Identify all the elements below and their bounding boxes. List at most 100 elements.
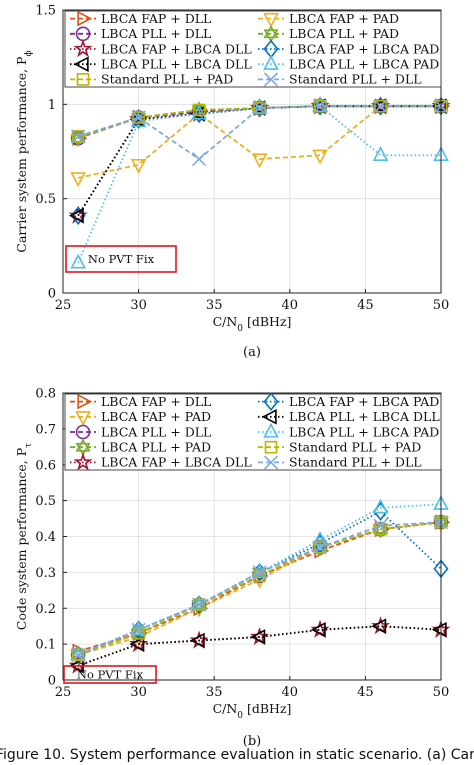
- legend-label-1: LBCA FAP + DLL: [101, 11, 211, 26]
- legend-label-8: LBCA PLL + LBCA PAD: [289, 57, 439, 72]
- data-point-s9-p1: [71, 648, 85, 662]
- legend-marker-2: [75, 411, 91, 426]
- series-group: [68, 96, 451, 269]
- legend-label-1: LBCA FAP + DLL: [101, 394, 211, 409]
- legend-marker-10: [263, 455, 279, 470]
- data-point-s9-p5: [313, 540, 327, 554]
- legend-label-4: LBCA PLL + PAD: [101, 440, 211, 455]
- x-tick-label: 30: [130, 685, 147, 700]
- data-point-s10-p3: [192, 597, 207, 612]
- annotation-text: No PVT Fix: [88, 252, 155, 266]
- legend-marker-10: [263, 72, 279, 87]
- y-tick-label: 0.5: [35, 494, 56, 509]
- series-group: [68, 495, 451, 674]
- legend-label-5: LBCA FAP + LBCA DLL: [101, 455, 252, 470]
- data-point-s9-p1: [71, 130, 85, 143]
- data-point-s7-p6: [371, 618, 387, 635]
- series-line-8: [77, 105, 441, 264]
- data-point-s10-p5: [312, 540, 328, 555]
- data-point-s7-p5: [310, 621, 326, 638]
- legend-marker-7: [73, 56, 89, 73]
- legend-label-9: Standard PLL + PAD: [101, 72, 233, 87]
- data-point-s10-p5: [312, 99, 328, 114]
- y-tick-label: 0.7: [35, 422, 56, 437]
- data-point-s9-p2: [132, 111, 145, 124]
- data-point-s7-p1: [68, 207, 84, 224]
- legend-label-2: LBCA FAP + PAD: [101, 409, 211, 424]
- data-point-s8-p6: [372, 146, 389, 161]
- y-tick-label: 0.3: [35, 566, 56, 581]
- panel-label: (a): [243, 345, 261, 360]
- data-point-s7-p3: [189, 632, 205, 649]
- data-point-s7-p2: [129, 636, 145, 652]
- legend-label-3: LBCA PLL + DLL: [101, 424, 211, 439]
- data-point-s10-p6: [373, 99, 388, 114]
- legend-marker-8: [263, 55, 279, 70]
- data-point-s7-p4: [250, 629, 266, 645]
- legend-label-5: LBCA FAP + LBCA DLL: [101, 41, 252, 56]
- data-point-s8-p5: [312, 530, 328, 546]
- y-tick-label: 0: [48, 287, 56, 302]
- data-point-s10-p4: [252, 101, 267, 116]
- data-point-s10-p6: [373, 518, 388, 533]
- legend-box: [64, 10, 442, 88]
- y-tick-label: 0.1: [35, 638, 56, 653]
- data-point-s2-p5: [312, 149, 328, 165]
- data-point-s9-p2: [132, 627, 145, 640]
- data-point-s10-p1: [71, 647, 86, 662]
- legend-marker-1: [77, 10, 93, 27]
- data-point-s8-p1: [70, 253, 86, 269]
- y-tick-label: 0.2: [35, 602, 56, 617]
- chart-b-code-performance: 25 30 35 40 45 50 0 0.1 0.2 0.3 0.4 0.5 0.6 0.7 0.8 C/N…: [14, 387, 451, 749]
- data-point-s8-p6: [372, 498, 389, 514]
- legend-marker-5: [73, 39, 93, 58]
- y-tick-label: 0.6: [35, 458, 56, 473]
- data-point-s10-p1: [71, 129, 86, 144]
- annotation-box: [65, 245, 177, 273]
- data-point-s10-p3: [192, 151, 207, 167]
- data-point-s9-p3: [192, 103, 206, 117]
- y-axis-label: Carrier system performance, Pϕ: [14, 50, 34, 252]
- annotation-box: [63, 665, 157, 684]
- legend-marker-8: [263, 422, 279, 438]
- data-point-s9-p3: [192, 598, 206, 611]
- legend-label-8: LBCA PLL + LBCA PAD: [289, 424, 439, 439]
- legend-label-7: LBCA PLL + LBCA DLL: [289, 409, 440, 424]
- y-tick-label: 1.5: [35, 4, 56, 19]
- legend-marker-5: [73, 452, 93, 471]
- chart-a-carrier-performance: 25 30 35 40 45 50 0 0.5 1 1.5 C/N0 [dBHz] Carrier s…: [14, 4, 451, 360]
- annotation-text: No PVT Fix: [77, 668, 144, 682]
- x-tick-label: 30: [130, 298, 147, 313]
- data-point-s2-p1: [70, 172, 86, 188]
- legend-box: [64, 393, 442, 471]
- legend-label-2: LBCA FAP + PAD: [289, 11, 399, 26]
- legend-marker-9: [264, 440, 278, 454]
- legend-label-7: LBCA PLL + LBCA DLL: [101, 57, 252, 72]
- data-point-s10-p2: [131, 622, 146, 637]
- x-tick-label: 40: [282, 685, 299, 700]
- x-tick-label: 25: [55, 685, 72, 700]
- legend-marker-9: [76, 73, 90, 86]
- legend-marker-4: [75, 438, 91, 456]
- data-point-s6-p6: [372, 501, 389, 521]
- x-tick-label: 50: [433, 298, 450, 313]
- data-point-s10-p4: [252, 565, 267, 580]
- data-point-s8-p3: [191, 104, 207, 120]
- legend-label-9: Standard PLL + PAD: [289, 440, 421, 455]
- data-point-s2-p2: [130, 159, 147, 174]
- panel-label: (b): [243, 734, 261, 749]
- legend-label-10: Standard PLL + DLL: [289, 455, 422, 470]
- no-pvt-fix-annotation: No PVT Fix: [65, 245, 177, 273]
- x-axis-label: C/N0 [dBHz]: [213, 701, 292, 721]
- x-tick-label: 40: [282, 298, 299, 313]
- figure-caption: Figure 10. System performance evaluation…: [0, 747, 474, 763]
- x-tick-label: 50: [433, 685, 450, 700]
- plot-frame: [62, 9, 442, 294]
- legend-label-6: LBCA FAP + LBCA PAD: [289, 41, 439, 56]
- data-point-s9-p4: [253, 101, 266, 115]
- y-tick-label: 0.5: [35, 192, 56, 207]
- no-pvt-fix-annotation: No PVT Fix: [63, 665, 157, 684]
